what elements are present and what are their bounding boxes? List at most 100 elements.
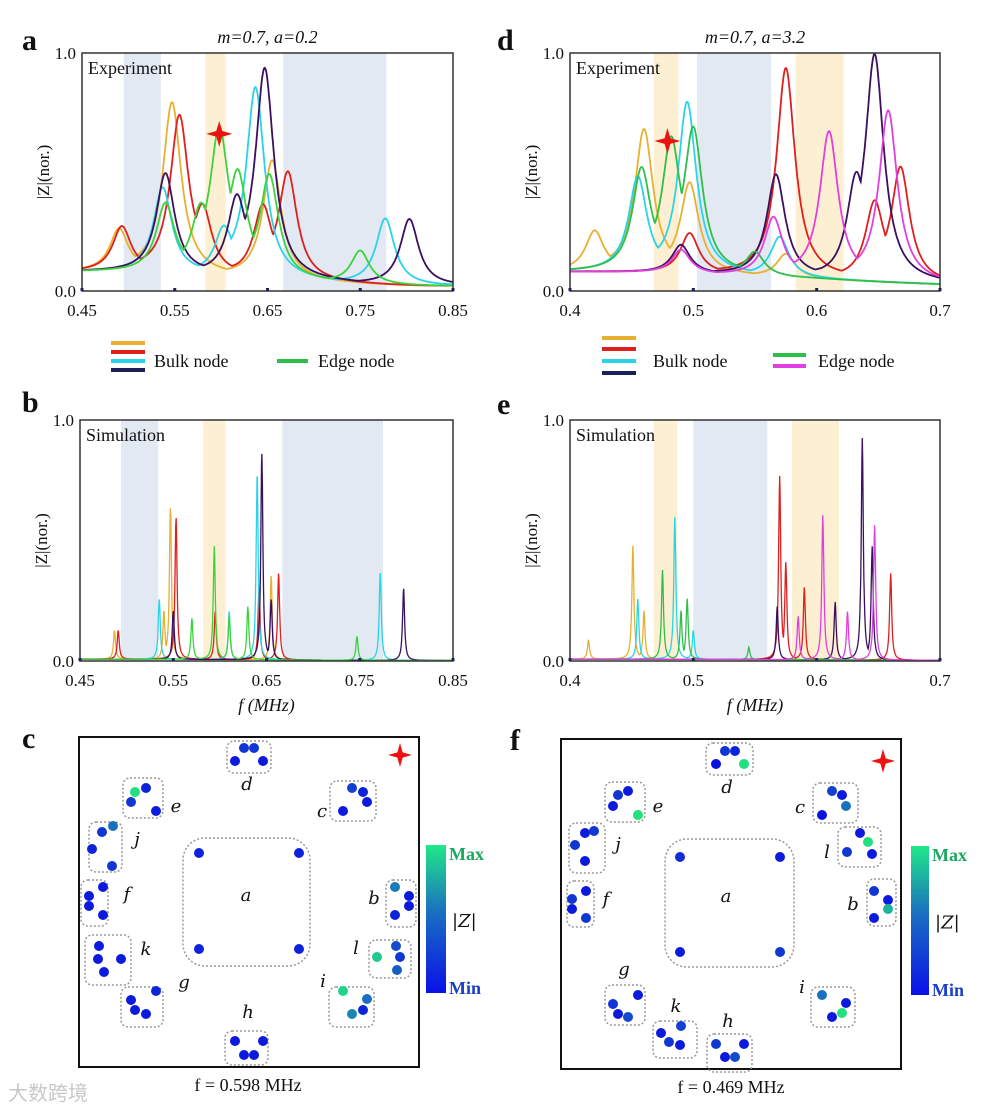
node-dot <box>775 852 785 862</box>
node-dot <box>613 790 623 800</box>
node-dot <box>239 743 249 753</box>
node-dot <box>151 806 161 816</box>
node-dot <box>580 856 590 866</box>
panel-label: f <box>510 724 521 757</box>
node-dot <box>739 759 749 769</box>
cluster-label: c <box>795 797 805 818</box>
cluster-label: h <box>242 1002 254 1023</box>
series-edge-green <box>82 124 453 287</box>
node-dot <box>97 827 107 837</box>
cluster-label: c <box>317 801 327 822</box>
node-dot <box>739 1039 749 1049</box>
series-edge-green <box>570 125 940 285</box>
cluster-label: h <box>722 1011 734 1032</box>
cluster-f: f <box>80 879 134 927</box>
axes-frame <box>569 419 941 662</box>
cluster-outline <box>866 878 897 927</box>
cluster-label: a <box>721 886 732 907</box>
colorbar-min-label: Min <box>449 978 481 998</box>
axes-frame <box>569 52 941 292</box>
node-dot <box>570 840 580 850</box>
legend-label-bulk: Bulk node <box>653 351 728 371</box>
cluster-b: b <box>368 879 417 928</box>
node-dot <box>711 759 721 769</box>
node-dot <box>362 797 372 807</box>
legend-label-edge: Edge node <box>818 351 894 371</box>
cluster-d: d <box>705 742 754 798</box>
lattice-caption: f = 0.598 MHz <box>194 1075 301 1095</box>
node-dot <box>130 787 140 797</box>
node-dot <box>99 967 109 977</box>
node-dot <box>98 882 108 892</box>
node-dot <box>94 941 104 951</box>
node-dot <box>93 954 103 964</box>
cluster-label: j <box>611 834 621 855</box>
node-dot <box>827 786 837 796</box>
cluster-d: d <box>226 740 272 795</box>
cluster-e: e <box>122 777 182 819</box>
node-dot <box>338 986 348 996</box>
node-dot <box>581 913 591 923</box>
series-edge-magenta <box>570 109 941 278</box>
panel-label: d <box>497 24 514 57</box>
node-dot <box>581 886 591 896</box>
node-dot <box>613 1009 623 1019</box>
node-dot <box>258 1036 268 1046</box>
cluster-outline <box>182 837 311 967</box>
cluster-outline <box>385 879 417 928</box>
legend-label-bulk: Bulk node <box>154 351 229 371</box>
y-tick-label: 1.0 <box>55 44 76 63</box>
node-dot <box>395 952 405 962</box>
cluster-label: l <box>824 842 830 863</box>
panel-label: a <box>22 24 37 57</box>
cluster-g: g <box>120 972 190 1028</box>
node-dot <box>837 790 847 800</box>
cluster-g: g <box>604 959 646 1026</box>
node-dot <box>675 947 685 957</box>
cluster-h: h <box>224 1002 269 1066</box>
panel-title: m=0.7, a=0.2 <box>217 27 317 47</box>
cluster-outline <box>812 782 859 824</box>
band-yellow <box>653 420 678 661</box>
cluster-label: k <box>671 996 682 1017</box>
colorbar-label: |Z| <box>452 911 477 932</box>
red-star-marker <box>206 120 233 147</box>
cluster-outline <box>328 986 375 1028</box>
cluster-label: a <box>241 885 252 906</box>
node-dot <box>827 1012 837 1022</box>
node-dot <box>108 821 118 831</box>
node-dot <box>869 886 879 896</box>
cluster-b: b <box>847 878 897 927</box>
node-dot <box>194 944 204 954</box>
node-dot <box>580 828 590 838</box>
cluster-label: d <box>241 774 253 795</box>
node-dot <box>883 904 893 914</box>
node-dot <box>107 861 117 871</box>
node-dot <box>358 1005 368 1015</box>
cluster-outline <box>837 826 882 868</box>
node-dot <box>87 844 97 854</box>
y-tick-label: 1.0 <box>53 411 74 430</box>
node-dot <box>863 837 873 847</box>
cluster-i: i <box>799 977 856 1028</box>
node-dot <box>841 801 851 811</box>
lattice-caption: f = 0.469 MHz <box>677 1077 784 1097</box>
node-dot <box>294 848 304 858</box>
cluster-a: a <box>664 838 795 968</box>
cluster-label: g <box>618 959 630 980</box>
cluster-label: e <box>171 796 182 817</box>
node-dot <box>720 746 730 756</box>
node-dot <box>130 1005 140 1015</box>
x-tick-label: 0.75 <box>345 301 375 320</box>
node-dot <box>347 783 357 793</box>
node-dot <box>126 797 136 807</box>
x-axis-label: f (MHz) <box>727 695 784 716</box>
node-dot <box>623 786 633 796</box>
y-tick-label: 1.0 <box>543 44 564 63</box>
cluster-e: e <box>604 781 663 823</box>
series-bulk-navy <box>82 66 454 283</box>
x-tick-label: 0.5 <box>683 671 704 690</box>
colorbar-max-label: Max <box>449 844 484 864</box>
node-dot <box>294 944 304 954</box>
